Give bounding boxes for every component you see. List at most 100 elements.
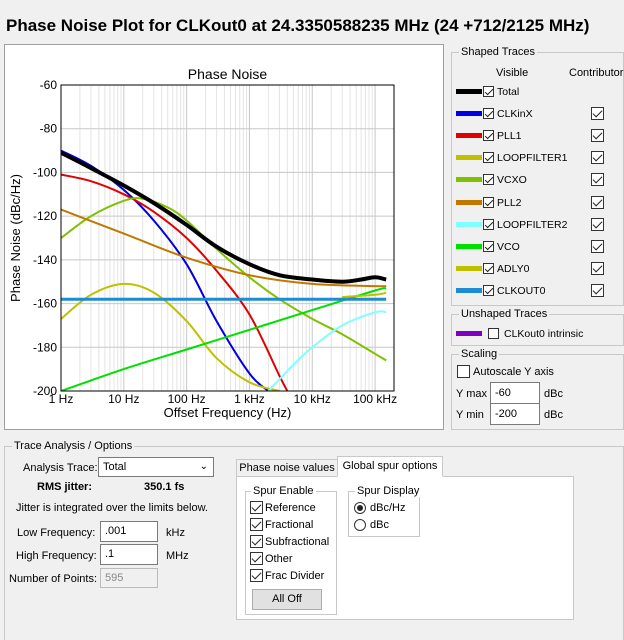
y-tick-label: -60 <box>40 78 58 92</box>
spur-other-checkbox[interactable] <box>250 552 263 565</box>
trace-label-loopfilter1: LOOPFILTER1 <box>497 152 568 164</box>
low-frequency-input[interactable]: .001 <box>100 521 158 542</box>
y-tick-label: -200 <box>33 384 57 398</box>
x-tick-label: 10 Hz <box>108 392 139 406</box>
series-line-adly0 <box>342 291 387 298</box>
high-frequency-input[interactable]: .1 <box>100 544 158 565</box>
low-frequency-label: Low Frequency: <box>17 527 96 539</box>
trace-contributor-checkbox-loopfilter2[interactable] <box>591 218 604 231</box>
dbc-hz-radio[interactable] <box>354 502 366 514</box>
series-line-loopfilter2 <box>267 310 387 391</box>
spur-display-title: Spur Display <box>355 485 422 497</box>
spur-enable-title: Spur Enable <box>251 485 316 497</box>
spur-other-label: Other <box>265 553 293 565</box>
y-tick-label: -80 <box>40 122 58 136</box>
trace-contributor-checkbox-adly0[interactable] <box>591 262 604 275</box>
window-title: Phase Noise Plot for CLKout0 at 24.33505… <box>6 16 590 35</box>
trace-swatch-pll2 <box>456 200 482 205</box>
spur-reference-checkbox[interactable] <box>250 501 263 514</box>
plot-border <box>60 84 395 392</box>
plot-area: 1 Hz 10 Hz 100 Hz 1 kHz 10 kHz 100 kHz -60 -80 -… <box>4 44 444 430</box>
spur-frac-divider-checkbox[interactable] <box>250 569 263 582</box>
trace-contributor-checkbox-pll2[interactable] <box>591 196 604 209</box>
x-tick-label: 1 kHz <box>234 392 265 406</box>
ymin-input[interactable]: -200 <box>490 403 540 425</box>
autoscale-y-checkbox[interactable] <box>457 365 470 378</box>
spur-fractional-checkbox[interactable] <box>250 518 263 531</box>
unshaped-traces-title: Unshaped Traces <box>459 308 550 320</box>
trace-label-clkinx: CLKinX <box>497 108 533 120</box>
tab-phase-noise-values[interactable]: Phase noise values <box>236 459 338 477</box>
y-axis-label: Phase Noise (dBc/Hz) <box>8 174 23 302</box>
tab-global-spur-options[interactable]: Global spur options <box>337 456 443 477</box>
trace-visible-checkbox-clkout0[interactable] <box>483 285 494 296</box>
analysis-trace-value: Total <box>103 461 127 473</box>
trace-swatch-loopfilter1 <box>456 155 482 160</box>
trace-label-vco: VCO <box>497 241 520 253</box>
spur-fractional-label: Fractional <box>265 519 314 531</box>
autoscale-y-label: Autoscale Y axis <box>473 366 554 378</box>
series-line-pll1 <box>61 173 289 391</box>
dbc-radio[interactable] <box>354 519 366 531</box>
trace-visible-checkbox-vco[interactable] <box>483 241 494 252</box>
trace-label-vcxo: VCXO <box>497 174 527 186</box>
trace-analysis-title: Trace Analysis / Options <box>12 440 135 452</box>
clkout0-intrinsic-visible-checkbox[interactable] <box>488 328 499 339</box>
spur-subfractional-checkbox[interactable] <box>250 535 263 548</box>
x-tick-label: 100 Hz <box>168 392 206 406</box>
analysis-trace-select[interactable]: Total ⌄ <box>98 457 214 477</box>
x-tick-label: 1 Hz <box>49 392 74 406</box>
trace-visible-checkbox-loopfilter2[interactable] <box>483 219 494 230</box>
chevron-down-icon: ⌄ <box>199 461 208 472</box>
series-group <box>61 149 387 391</box>
series-line-pll2 <box>61 208 387 288</box>
number-of-points-label: Number of Points: <box>9 573 98 585</box>
high-frequency-label: High Frequency: <box>16 550 97 562</box>
trace-label-total: Total <box>497 86 520 98</box>
series-line-total <box>61 151 387 284</box>
trace-swatch-clkout0 <box>456 288 482 293</box>
trace-label-clkout0: CLKOUT0 <box>497 285 546 297</box>
trace-label-adly0: ADLY0 <box>497 263 530 275</box>
trace-visible-checkbox-pll1[interactable] <box>483 130 494 141</box>
trace-visible-checkbox-total[interactable] <box>483 86 494 97</box>
ymax-input[interactable]: -60 <box>490 382 540 404</box>
trace-label-loopfilter2: LOOPFILTER2 <box>497 219 568 231</box>
trace-contributor-checkbox-clkinx[interactable] <box>591 107 604 120</box>
trace-visible-checkbox-pll2[interactable] <box>483 197 494 208</box>
phase-noise-chart: 1 Hz 10 Hz 100 Hz 1 kHz 10 kHz 100 kHz -60 -80 -… <box>8 66 397 420</box>
x-tick-label: 10 kHz <box>294 392 331 406</box>
trace-contributor-checkbox-pll1[interactable] <box>591 129 604 142</box>
trace-swatch-clkinx <box>456 111 482 116</box>
trace-swatch-total <box>456 89 482 94</box>
trace-visible-checkbox-vcxo[interactable] <box>483 174 494 185</box>
series-line-vco <box>61 287 387 391</box>
plot-background <box>61 85 394 391</box>
trace-visible-checkbox-loopfilter1[interactable] <box>483 152 494 163</box>
trace-swatch-pll1 <box>456 133 482 138</box>
trace-contributor-checkbox-vco[interactable] <box>591 240 604 253</box>
trace-contributor-checkbox-vcxo[interactable] <box>591 173 604 186</box>
trace-swatch-adly0 <box>456 266 482 271</box>
all-off-button[interactable]: All Off <box>252 589 322 610</box>
trace-swatch-vco <box>456 244 482 249</box>
trace-visible-checkbox-clkinx[interactable] <box>483 108 494 119</box>
clkout0-intrinsic-label: CLKout0 intrinsic <box>504 328 584 340</box>
trace-swatch-vcxo <box>456 177 482 182</box>
y-tick-label: -120 <box>33 209 57 223</box>
ymax-unit: dBc <box>544 388 563 400</box>
chart-title: Phase Noise <box>188 66 268 82</box>
high-frequency-unit: MHz <box>166 550 189 562</box>
clkout0-intrinsic-swatch <box>456 331 482 336</box>
visible-column-header: Visible <box>496 67 529 79</box>
ymin-unit: dBc <box>544 409 563 421</box>
y-tick-label: -140 <box>33 253 57 267</box>
trace-contributor-checkbox-loopfilter1[interactable] <box>591 151 604 164</box>
trace-label-pll1: PLL1 <box>497 130 522 142</box>
x-axis-label: Offset Frequency (Hz) <box>164 405 292 420</box>
trace-contributor-checkbox-clkout0[interactable] <box>591 284 604 297</box>
low-frequency-unit: kHz <box>166 527 185 539</box>
shaped-traces-title: Shaped Traces <box>459 46 537 58</box>
y-tick-label: -100 <box>33 165 57 179</box>
trace-visible-checkbox-adly0[interactable] <box>483 263 494 274</box>
